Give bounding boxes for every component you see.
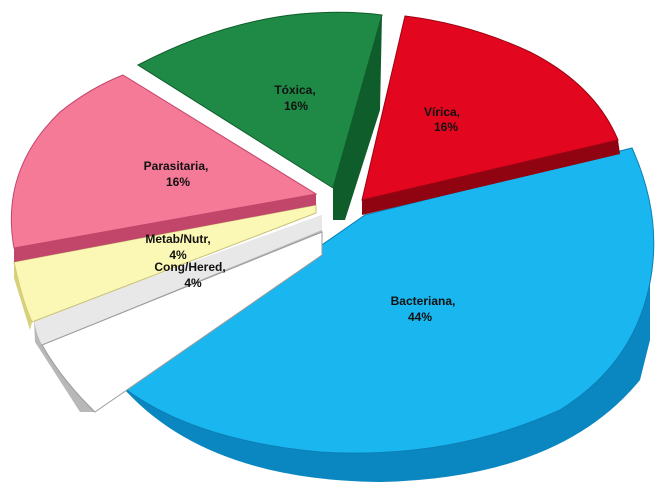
slice-virica-top xyxy=(361,15,619,201)
label-metab-nutr-name: Metab/Nutr, xyxy=(145,232,210,246)
label-parasitaria: Parasitaria, 16% xyxy=(144,159,209,189)
slice-parasitaria-top xyxy=(10,74,318,249)
label-virica-value: 16% xyxy=(434,120,458,134)
label-cong-hered-value: 4% xyxy=(184,276,202,290)
slice-cong-hered-top xyxy=(34,215,322,345)
slice-virica xyxy=(361,15,620,215)
label-metab-nutr-value: 4% xyxy=(169,248,187,262)
label-metab-nutr: Metab/Nutr, 4% xyxy=(145,232,210,262)
label-virica-name: Vírica, xyxy=(424,105,460,119)
label-cong-hered: Cong/Hered, 4% xyxy=(154,260,225,290)
label-bacteriana: Bacteriana, 44% xyxy=(391,294,456,324)
slice-metab-nutr xyxy=(13,204,317,330)
slice-bacteriana-top xyxy=(119,147,655,454)
label-toxica-name: Tóxica, xyxy=(274,83,315,97)
label-bacteriana-name: Bacteriana, xyxy=(391,294,456,308)
slice-cong-hered xyxy=(34,215,323,413)
slice-bacteriana xyxy=(118,147,655,482)
label-parasitaria-name: Parasitaria, xyxy=(144,159,209,173)
label-cong-hered-name: Cong/Hered, xyxy=(154,260,225,274)
slice-parasitaria xyxy=(10,74,318,262)
label-bacteriana-value: 44% xyxy=(408,310,432,324)
label-virica: Vírica, 16% xyxy=(424,105,460,134)
label-toxica-value: 16% xyxy=(284,99,308,113)
label-toxica: Tóxica, 16% xyxy=(274,83,315,113)
slice-toxica xyxy=(136,11,383,220)
slice-toxica-top xyxy=(136,11,383,189)
label-parasitaria-value: 16% xyxy=(166,175,190,189)
